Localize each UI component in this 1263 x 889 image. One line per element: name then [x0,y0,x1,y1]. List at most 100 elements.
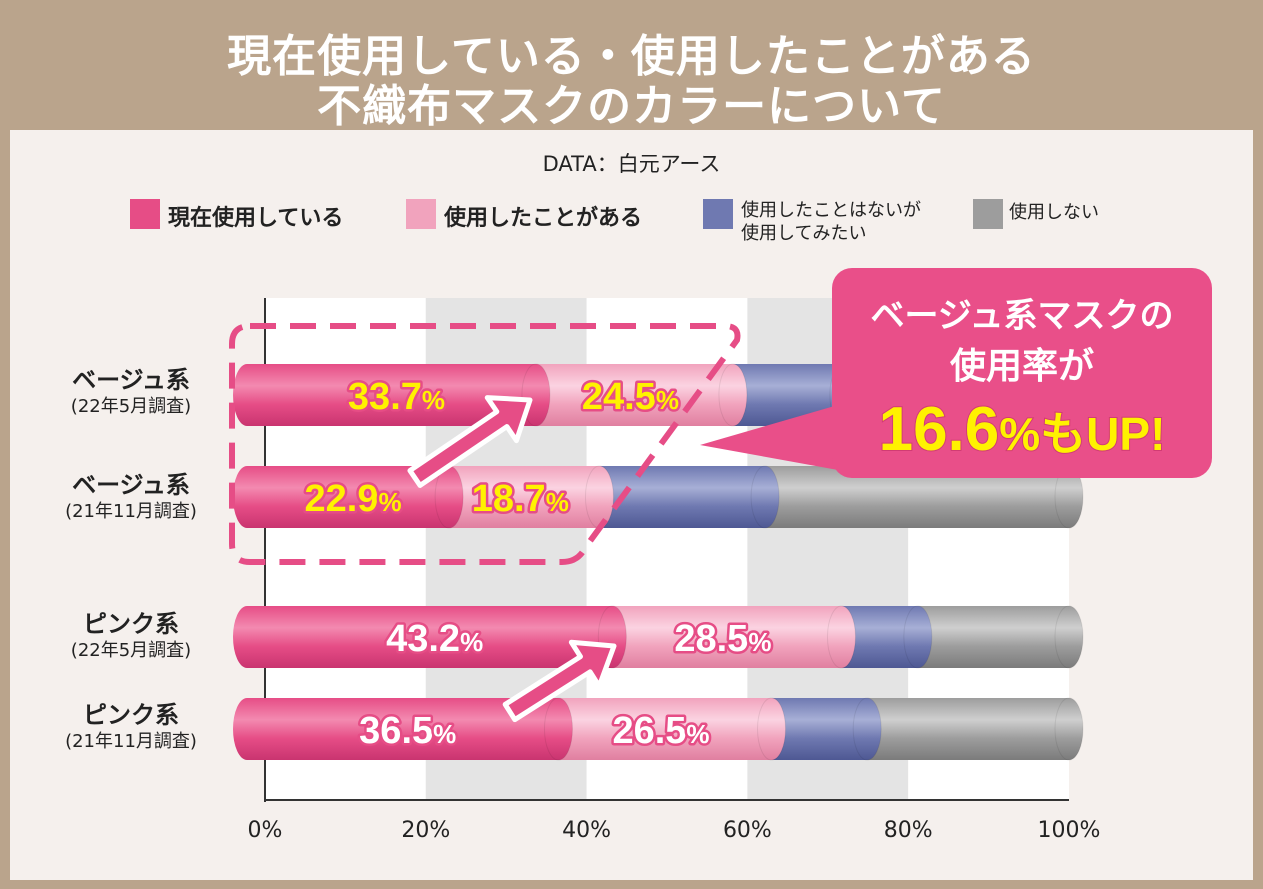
data-label-percent: % [422,385,445,415]
data-label-percent: % [546,487,569,517]
category-name-0: ベージュ系 [72,366,190,394]
x-tick-label: 40% [562,818,611,843]
bar-left-cap-0 [233,364,261,426]
trend-arrow-pink-shape [502,639,617,723]
bar-cap-1-1 [585,466,614,528]
bar-cap-3-2 [853,698,882,760]
bar-segment-3-1 [540,698,772,760]
bar-cap-3-0 [544,698,573,760]
bar-cap-2-3 [1055,606,1083,668]
trend-arrow-beige [407,395,533,488]
bar-cap-edge [903,605,933,669]
data-label-percent: % [748,627,771,657]
bar-cap-1-0 [435,466,464,528]
data-label-value: 33.7 [348,376,422,418]
category-name-2: ピンク系 [83,610,179,638]
legend-label-want-line2: 使用してみたい [741,223,867,244]
data-label-1-1: 18.7% [472,478,569,520]
data-label-value: 26.5 [612,710,686,752]
bar-cap-3-3 [1055,698,1083,760]
data-label-percent: % [686,719,709,749]
legend-swatch-used [406,199,436,229]
legend-label-want: 使用したことはないが 使用してみたい [741,199,921,245]
data-label-value: 36.5 [359,710,433,752]
title-banner: 現在使用している・使用したことがある 不織布マスクのカラーについて [0,0,1263,132]
bar-left-cap-1 [233,466,261,528]
bar-cap-edge [521,363,551,427]
x-tick-label: 20% [401,818,450,843]
callout-highlight: 16.6%もUP! [879,395,1166,464]
data-label-value: 24.5 [582,376,656,418]
bar-cap-3-1 [757,698,786,760]
bar-segment-3-3 [849,698,1069,760]
legend-label-current: 現在使用している [168,206,344,231]
bar-cap-0-1 [718,364,747,426]
callout-pointer [700,405,838,470]
legend-label-used: 使用したことがある [444,206,643,231]
category-date-0: (22年5月調査) [70,396,192,417]
category-date-1: (21年11月調査) [65,501,197,522]
data-label-3-0: 36.5% [359,710,456,752]
category-label-3: ピンク系 (21年11月調査) [31,700,231,754]
x-tick-label: 100% [1038,818,1101,843]
category-date-3: (21年11月調査) [65,731,197,752]
bar-cap-edge [543,697,573,761]
data-label-2-1: 28.5% [674,618,771,660]
data-label-percent: % [378,487,401,517]
data-label-value: 22.9 [305,478,379,520]
bar-cap-1-3 [1055,466,1083,528]
data-label-value: 18.7 [472,478,546,520]
bar-cap-1-2 [751,466,780,528]
legend-swatch-never [973,199,1003,229]
x-tick-label: 60% [723,818,772,843]
data-label-2-0: 43.2% [386,618,483,660]
category-label-0: ベージュ系 (22年5月調査) [31,365,231,419]
x-tick-label: 0% [248,818,283,843]
callout-box [832,268,1212,478]
highlight-frame [229,323,741,565]
bar-cap-edge [1054,697,1084,761]
data-label-percent: % [433,719,456,749]
data-label-value: 43.2 [386,618,460,660]
data-label-1-0: 22.9% [305,478,402,520]
callout-line-2: 使用率が [950,346,1094,387]
bar-segment-2-1 [594,606,842,668]
category-label-2: ピンク系 (22年5月調査) [31,609,231,663]
data-label-3-1: 26.5% [612,710,709,752]
category-date-2: (22年5月調査) [70,640,192,661]
data-label-percent: % [656,385,679,415]
x-tick-label: 80% [884,818,933,843]
bar-cap-edge [1054,605,1084,669]
trend-arrow-pink [502,639,617,723]
data-label-0-0: 33.7% [348,376,445,418]
data-source: DATA：白元アース [542,152,721,176]
title-line-1: 現在使用している・使用したことがある [227,31,1036,82]
category-name-3: ピンク系 [83,701,179,729]
data-label-value: 28.5 [674,618,748,660]
legend-swatch-current [130,199,160,229]
legend-swatch-want [703,199,733,229]
callout-line-1: ベージュ系マスクの [871,296,1174,336]
bar-cap-edge [757,697,787,761]
bar-left-cap-2 [233,606,261,668]
bar-cap-edge [597,605,627,669]
data-label-0-1: 24.5% [582,376,679,418]
bar-cap-2-2 [903,606,932,668]
category-label-1: ベージュ系 (21年11月調査) [31,470,231,524]
title-line-2: 不織布マスクのカラーについて [317,81,946,132]
legend-label-want-line1: 使用したことはないが [741,200,921,221]
category-name-1: ベージュ系 [72,471,190,499]
bar-cap-edge [718,363,748,427]
bar-cap-edge [750,465,780,529]
bar-cap-edge [826,605,856,669]
bar-segment-2-0 [247,606,613,668]
callout-tail: %もUP! [999,408,1165,460]
bar-cap-edge [852,697,882,761]
bar-cap-2-1 [827,606,856,668]
callout-number: 16.6 [879,395,1000,464]
bar-left-cap-3 [233,698,261,760]
legend-label-never: 使用しない [1009,202,1099,223]
data-label-percent: % [460,627,483,657]
